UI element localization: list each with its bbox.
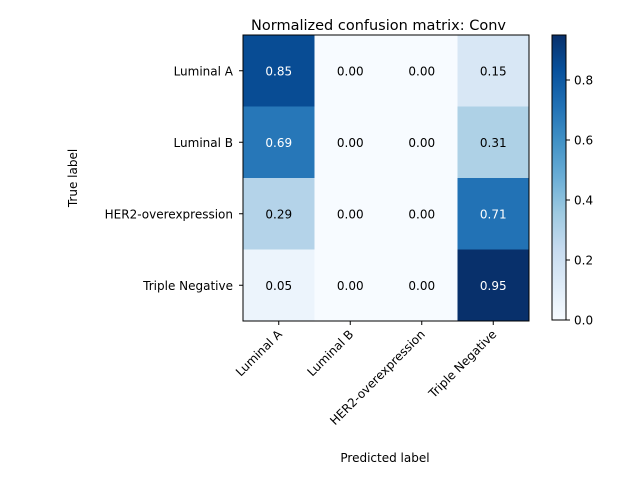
- cell-value-label: 0.00: [337, 136, 364, 150]
- y-tick-group: Luminal A Luminal B HER2-overexpression Tri…: [105, 64, 243, 293]
- cell-value-label: 0.85: [265, 64, 292, 78]
- cell-value-label: 0.31: [480, 136, 507, 150]
- cell-value-label: 0.00: [337, 279, 364, 293]
- heatmap-cell: [386, 106, 458, 179]
- heatmap-cell: [457, 178, 530, 250]
- y-axis-label: True label: [66, 149, 80, 208]
- cell-value-label: 0.69: [265, 136, 292, 150]
- chart-title: Normalized confusion matrix: Conv: [251, 18, 506, 34]
- cell-value-label: 0.05: [265, 279, 292, 293]
- cell-value-label: 0.71: [480, 207, 507, 221]
- y-tick-label: Luminal B: [174, 136, 233, 150]
- x-tick-label: Triple Negative: [425, 327, 499, 401]
- cell-value-label: 0.00: [408, 136, 435, 150]
- cell-value-label: 0.00: [408, 64, 435, 78]
- heatmap-cell: [386, 249, 458, 322]
- heatmap-cell: [457, 35, 530, 107]
- colorbar-tick-label: 0.2: [574, 254, 593, 268]
- cell-value-label: 0.00: [408, 207, 435, 221]
- heatmap-cell-labels: 0.85 0.00 0.00 0.15 0.69 0.00 0.00 0.31 0.29 0.00…: [265, 64, 506, 293]
- colorbar: [551, 34, 567, 321]
- heatmap-cell: [314, 106, 387, 179]
- x-tick-label: Luminal A: [233, 327, 285, 379]
- x-tick-label: Luminal B: [304, 327, 356, 379]
- cell-value-label: 0.00: [337, 64, 364, 78]
- heatmap-cell: [243, 106, 315, 179]
- colorbar-tick-group: 0.0 0.2 0.4 0.6 0.8: [566, 74, 593, 328]
- heatmap-cell: [243, 249, 315, 322]
- cell-value-label: 0.00: [408, 279, 435, 293]
- heatmap-cells: [243, 35, 530, 322]
- y-tick-label: Triple Negative: [142, 279, 233, 293]
- x-tick-group: Luminal A Luminal BHER2-overexpressionTri…: [233, 321, 499, 428]
- heatmap-cell: [386, 178, 458, 250]
- heatmap-cell: [457, 249, 530, 322]
- heatmap-cell: [314, 35, 387, 107]
- heatmap-cell: [386, 35, 458, 107]
- cell-value-label: 0.00: [337, 207, 364, 221]
- plot-frame: [242, 34, 530, 322]
- heatmap-cell: [314, 249, 387, 322]
- heatmap-cell: [243, 178, 315, 250]
- cell-value-label: 0.95: [480, 279, 507, 293]
- y-tick-label: Luminal A: [174, 64, 234, 78]
- heatmap-cell: [457, 106, 530, 179]
- y-tick-label: HER2-overexpression: [105, 207, 233, 221]
- heatmap-cell: [314, 178, 387, 250]
- x-axis-label: Predicted label: [340, 451, 429, 465]
- colorbar-tick-label: 0.0: [574, 314, 593, 328]
- cell-value-label: 0.15: [480, 64, 507, 78]
- heatmap-cell: [243, 35, 315, 107]
- colorbar-tick-label: 0.6: [574, 134, 593, 148]
- cell-value-label: 0.29: [265, 207, 292, 221]
- colorbar-tick-label: 0.4: [574, 194, 593, 208]
- colorbar-tick-label: 0.8: [574, 74, 593, 88]
